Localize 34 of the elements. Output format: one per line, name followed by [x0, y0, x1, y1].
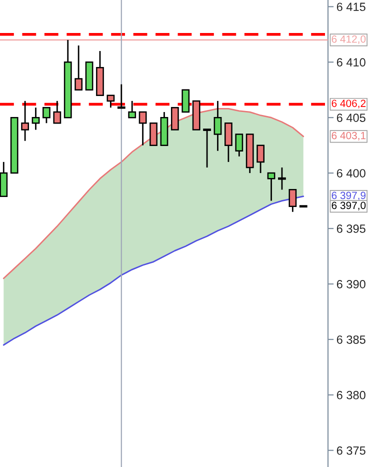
- candlestick: [74, 44, 83, 91]
- y-tick-label: 6 415: [336, 2, 366, 12]
- text: 6 397,0: [332, 202, 366, 210]
- candlestick: [42, 106, 50, 124]
- candlestick: [256, 144, 264, 174]
- candlestick: [278, 166, 286, 190]
- text: 6 397,9: [332, 192, 366, 200]
- candlestick: [128, 100, 136, 118]
- text: 6 403,1: [332, 132, 366, 140]
- candlestick: [203, 128, 211, 168]
- candlestick: [182, 89, 190, 113]
- y-tick-label: 6 390: [336, 280, 366, 288]
- candlestick: [214, 100, 222, 152]
- candlestick: [106, 94, 115, 108]
- candlestick: [235, 134, 244, 158]
- ref-line-label: 6 406,2: [332, 100, 366, 108]
- y-tick-label: 6 400: [336, 169, 366, 178]
- candlestick: [21, 100, 29, 142]
- y-tick-label: 6 410: [336, 58, 366, 67]
- y-tick-label: 6 395: [336, 224, 366, 233]
- candlestick: [288, 188, 297, 213]
- candlestick: [138, 111, 147, 146]
- candlestick: [267, 172, 276, 202]
- candlestick: [0, 161, 8, 198]
- candlestick: [32, 106, 40, 130]
- y-tick-label: 6 405: [336, 114, 366, 122]
- candlestick: [117, 84, 126, 109]
- candlestick: [224, 122, 232, 163]
- candlestick: [150, 122, 158, 146]
- candlestick: [53, 100, 62, 124]
- y-tick-label: 6 385: [336, 335, 366, 344]
- y-tick-label: 6 380: [336, 390, 366, 400]
- ref-line-label: 6 412,0: [332, 35, 366, 44]
- y-tick-label: 6 375: [336, 446, 366, 455]
